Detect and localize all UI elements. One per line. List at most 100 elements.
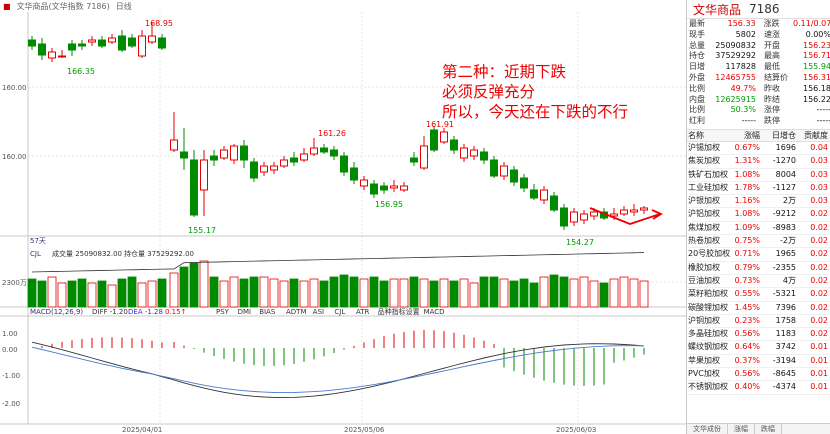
col-change[interactable]: 涨幅 (744, 130, 760, 140)
constituent-g: 0.02 (810, 262, 828, 272)
candle-body (510, 169, 518, 183)
period-label[interactable]: 日线 (115, 1, 132, 11)
quote-v1: 50.3% (730, 105, 756, 115)
constituent-c: 1.09% (734, 222, 760, 232)
instrument-name: 文华商品 (693, 2, 742, 17)
candle-body (260, 165, 268, 173)
constituent-n: 菜籽粕加权 (688, 289, 728, 299)
indicator-tab[interactable]: BIAS (259, 308, 276, 316)
candles[interactable] (28, 22, 648, 230)
annotation-line-2: 必须反弹充分 (442, 83, 536, 101)
quote-v2: 0.00% (805, 29, 830, 39)
constituent-row[interactable]: 焦炭加权 1.31% -1270 0.03 (687, 155, 830, 169)
candle-body (540, 189, 548, 201)
diff-value: DIFF -1.20 (92, 308, 128, 316)
constituent-g: 0.02 (810, 222, 828, 232)
col-name[interactable]: 名称 (688, 130, 704, 140)
col-contribution[interactable]: 贡献度 (804, 130, 828, 140)
volume-bar (47, 276, 57, 308)
volume-bar (509, 280, 519, 308)
indicator-tab[interactable]: MACD (424, 308, 445, 316)
constituent-row[interactable]: 不锈钢加权 0.40% -4374 0.01 (687, 381, 830, 395)
candle-body (158, 37, 166, 49)
volume-bar (389, 278, 399, 308)
panel-tab[interactable]: 跌幅 (755, 424, 782, 434)
constituent-row[interactable]: 碳酸锂加权 1.45% 7396 0.02 (687, 302, 830, 315)
quote-row: 持仓 37529292 最高 156.71 (687, 51, 830, 62)
volume-value: 成交量 25090832.00 (52, 249, 122, 258)
candle-body (450, 139, 458, 151)
quote-l1: 持仓 (689, 51, 705, 61)
constituent-row[interactable]: 沪铜加权 0.23% 1758 0.02 (687, 315, 830, 329)
macd-axis-m1: -1.00 (2, 372, 20, 380)
constituent-w: -2355 (772, 262, 796, 272)
quote-l2: 昨结 (764, 94, 780, 104)
candle-body (380, 185, 388, 191)
constituent-n: 豆油加权 (688, 275, 720, 285)
constituent-g: 0.03 (810, 196, 828, 206)
constituent-row[interactable]: 沪锡加权 0.67% 1696 0.04 (687, 142, 830, 156)
constituent-row[interactable]: 豆油加权 0.73% 4万 0.02 (687, 275, 830, 289)
indicator-tabs[interactable]: PSY DMI BIAS ADTM ASI CJL ATR 品种指标设置 MACD (216, 307, 445, 316)
candle-body (470, 149, 478, 157)
candle-body (590, 211, 598, 217)
panel-tab[interactable]: 涨幅 (728, 424, 755, 434)
indicator-tab[interactable]: CJL (334, 308, 345, 316)
volume-bar (37, 280, 47, 308)
constituent-row[interactable]: 20号胶加权 0.71% 1965 0.02 (687, 248, 830, 262)
constituent-w: 7396 (775, 302, 796, 312)
indicator-tab[interactable]: ADTM (286, 308, 307, 316)
constituent-c: 0.40% (734, 382, 760, 392)
indicator-tab[interactable]: ATR (356, 308, 370, 316)
quote-header: 文华商品 7186 (687, 0, 830, 18)
volume-bar (219, 280, 229, 308)
constituent-row[interactable]: 苹果加权 0.37% -3194 0.01 (687, 355, 830, 369)
constituent-row[interactable]: 橡胶加权 0.79% -2355 0.02 (687, 262, 830, 275)
x-axis-label-3: 2025/06/03 (556, 426, 596, 434)
kline-svg[interactable]: 168.95 166.35 161.26 161.91 155.17 156.9… (0, 0, 686, 434)
volume-bar (629, 278, 639, 308)
candle-body (560, 207, 568, 227)
panel-tab[interactable]: 文华成份 (687, 424, 728, 434)
constituent-g: 0.02 (810, 315, 828, 325)
diff-line (31, 341, 645, 399)
constituent-row[interactable]: 焦煤加权 1.09% -8983 0.02 (687, 222, 830, 236)
constituent-row[interactable]: 菜籽粕加权 0.55% -5321 0.02 (687, 288, 830, 302)
candle-body (630, 209, 638, 213)
volume-bar (579, 276, 589, 308)
constituent-row[interactable]: 沪银加权 1.16% 2万 0.03 (687, 195, 830, 209)
constituent-g: 0.01 (810, 355, 828, 365)
indicator-tab[interactable]: DMI (238, 308, 252, 316)
constituent-c: 0.56% (734, 329, 760, 339)
constituent-c: 1.08% (734, 209, 760, 219)
volume-axis-label: 2300万 (2, 279, 27, 287)
kline-chart-area[interactable]: ■ 文华商品(文华指数 7186) 日线 168.95 166.35 161 (0, 0, 686, 434)
constituent-g: 0.02 (810, 289, 828, 299)
constituent-w: 2万 (782, 196, 796, 206)
quote-l1: 日增 (689, 62, 705, 72)
constituent-row[interactable]: PVC加权 0.56% -8645 0.01 (687, 368, 830, 382)
candle-body (58, 55, 66, 58)
dea-value: DEA -1.28 (128, 308, 163, 316)
constituent-row[interactable]: 热卷加权 0.75% -2万 0.02 (687, 235, 830, 249)
constituent-w: 1696 (775, 142, 796, 152)
candle-body (480, 151, 488, 161)
constituent-row[interactable]: 铁矿石加权 1.08% 8004 0.03 (687, 169, 830, 182)
constituent-row[interactable]: 沪铝加权 1.08% -9212 0.02 (687, 208, 830, 222)
constituent-g: 0.02 (810, 209, 828, 219)
annotation-arrow (589, 207, 663, 225)
constituent-w: 1183 (775, 329, 796, 339)
chart-title: 文华商品(文华指数 7186) (16, 1, 110, 11)
indicator-tab[interactable]: 品种指标设置 (378, 307, 420, 316)
indicator-tab[interactable]: ASI (313, 308, 324, 316)
constituent-n: 热卷加权 (688, 236, 720, 246)
constituent-row[interactable]: 工业硅加权 1.78% -1127 0.03 (687, 182, 830, 196)
quote-v2: ----- (816, 105, 830, 115)
constituent-row[interactable]: 多晶硅加权 0.56% 1183 0.02 (687, 328, 830, 342)
indicator-tab[interactable]: PSY (216, 308, 230, 316)
candle-body (108, 37, 116, 43)
candle-body (550, 195, 558, 211)
constituent-row[interactable]: 螺纹钢加权 0.64% 3742 0.01 (687, 341, 830, 355)
volume-bar (279, 280, 289, 308)
col-oi[interactable]: 日增仓 (772, 130, 796, 140)
